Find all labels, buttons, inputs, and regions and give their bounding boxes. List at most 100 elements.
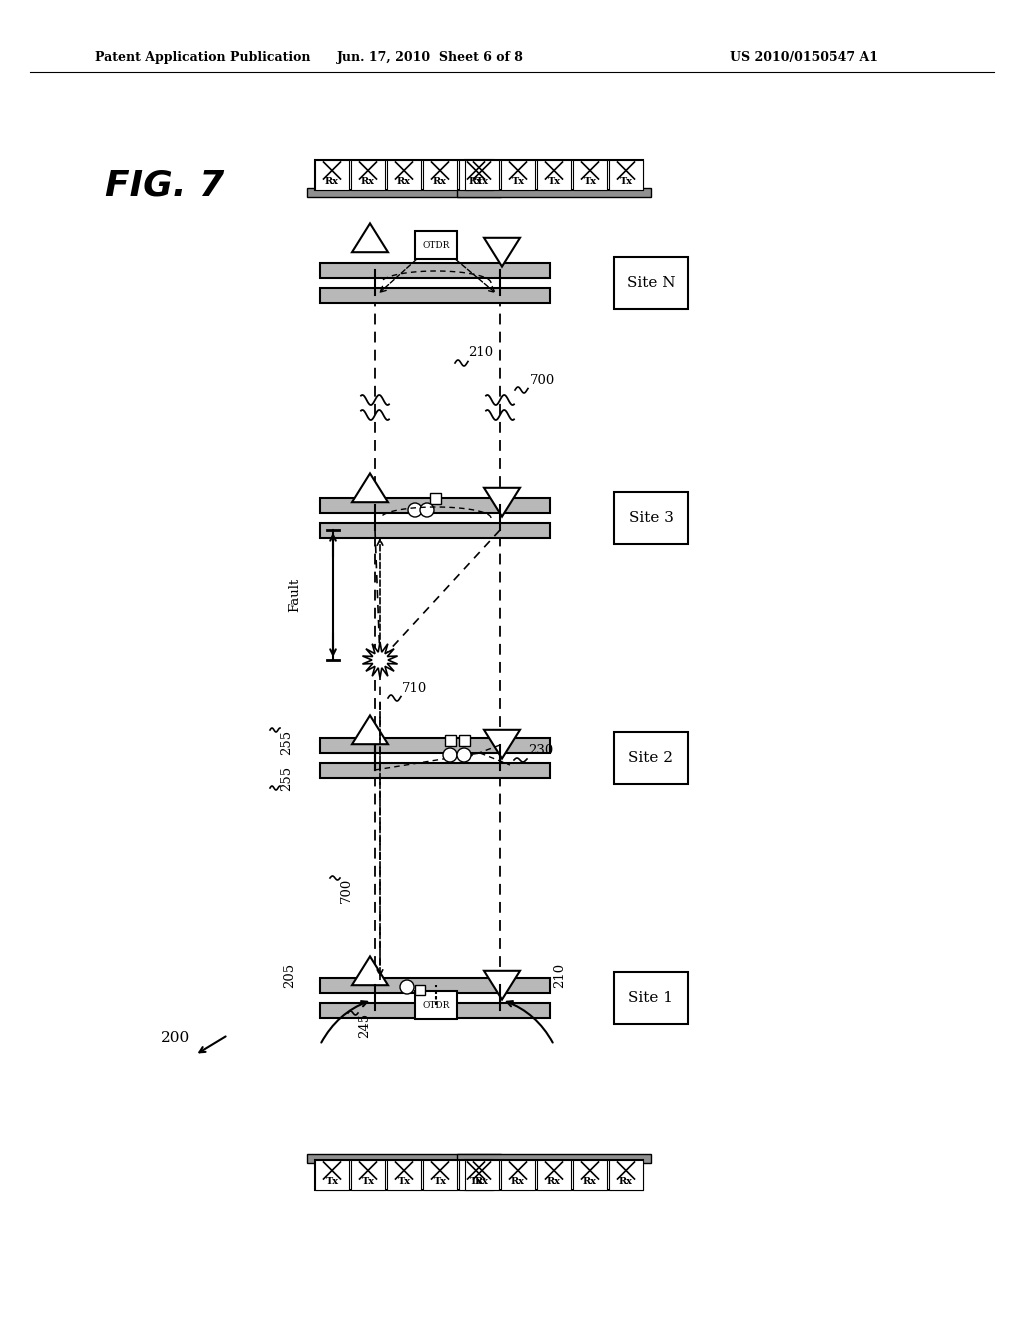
Bar	[457, 1154, 651, 1163]
FancyBboxPatch shape	[614, 972, 688, 1024]
Polygon shape	[352, 715, 388, 744]
Bar	[465, 1160, 499, 1191]
Bar	[415, 231, 457, 259]
Bar	[537, 1160, 571, 1191]
Bar	[319, 263, 550, 277]
Bar	[609, 160, 643, 190]
Text: 205: 205	[283, 962, 296, 987]
Bar	[465, 1160, 643, 1191]
Text: Rx: Rx	[618, 1176, 633, 1185]
Bar	[429, 492, 440, 503]
Bar	[609, 1160, 643, 1191]
Bar	[573, 160, 607, 190]
Circle shape	[400, 979, 414, 994]
Text: Tx: Tx	[397, 1176, 411, 1185]
Bar	[315, 1160, 493, 1191]
Bar	[459, 160, 493, 190]
Text: Rx: Rx	[583, 1176, 597, 1185]
Text: Site N: Site N	[627, 276, 675, 290]
Bar	[387, 1160, 421, 1191]
Bar	[319, 288, 550, 302]
Polygon shape	[362, 642, 397, 678]
Bar	[537, 160, 571, 190]
Text: 210: 210	[553, 962, 566, 987]
Text: Tx: Tx	[511, 177, 524, 186]
Bar	[351, 1160, 385, 1191]
Bar	[465, 160, 643, 190]
Text: Site 1: Site 1	[629, 991, 674, 1005]
Text: 230: 230	[528, 743, 553, 756]
Bar	[387, 160, 421, 190]
Bar	[465, 160, 499, 190]
Text: Tx: Tx	[548, 177, 560, 186]
Polygon shape	[484, 488, 520, 516]
Bar	[319, 1002, 550, 1018]
Text: Tx: Tx	[584, 177, 597, 186]
Text: 700: 700	[530, 374, 555, 387]
Text: Tx: Tx	[469, 1176, 482, 1185]
Text: Tx: Tx	[433, 1176, 446, 1185]
Text: OTDR: OTDR	[422, 1001, 450, 1010]
Bar	[573, 1160, 607, 1191]
Text: Jun. 17, 2010  Sheet 6 of 8: Jun. 17, 2010 Sheet 6 of 8	[337, 51, 523, 65]
Polygon shape	[484, 238, 520, 267]
Polygon shape	[484, 970, 520, 999]
Text: US 2010/0150547 A1: US 2010/0150547 A1	[730, 51, 878, 65]
Bar	[457, 187, 651, 197]
Bar	[423, 1160, 457, 1191]
Polygon shape	[352, 223, 388, 252]
Text: Tx: Tx	[361, 1176, 375, 1185]
Bar	[319, 978, 550, 993]
Text: Site 2: Site 2	[629, 751, 674, 766]
Text: 710: 710	[402, 681, 427, 694]
FancyBboxPatch shape	[614, 492, 688, 544]
Bar	[319, 498, 550, 512]
Bar	[315, 1160, 349, 1191]
Text: Rx: Rx	[475, 1176, 489, 1185]
Polygon shape	[484, 730, 520, 759]
Text: Site 3: Site 3	[629, 511, 674, 525]
Bar	[351, 160, 385, 190]
Bar	[319, 738, 550, 752]
Circle shape	[420, 503, 434, 517]
Text: OTDR: OTDR	[422, 240, 450, 249]
Bar	[319, 523, 550, 537]
Bar	[444, 734, 456, 746]
Text: Rx: Rx	[325, 177, 339, 186]
Text: Patent Application Publication: Patent Application Publication	[95, 51, 310, 65]
Bar	[423, 160, 457, 190]
Text: Rx: Rx	[397, 177, 411, 186]
Text: 700: 700	[340, 878, 353, 903]
Text: Rx: Rx	[361, 177, 375, 186]
Bar	[459, 1160, 493, 1191]
Text: FIG. 7: FIG. 7	[105, 168, 224, 202]
Text: Rx: Rx	[547, 1176, 561, 1185]
Bar	[415, 985, 425, 995]
Polygon shape	[352, 957, 388, 985]
Text: Tx: Tx	[475, 177, 488, 186]
Text: Rx: Rx	[469, 177, 483, 186]
Bar	[315, 160, 493, 190]
Polygon shape	[352, 474, 388, 502]
Text: 245: 245	[358, 1012, 371, 1038]
Text: Tx: Tx	[326, 1176, 339, 1185]
Bar	[319, 763, 550, 777]
Bar	[501, 1160, 535, 1191]
Text: Fault: Fault	[289, 578, 301, 612]
Text: 210: 210	[468, 346, 494, 359]
Bar	[501, 160, 535, 190]
Text: Tx: Tx	[620, 177, 633, 186]
Bar	[315, 160, 349, 190]
Text: 255: 255	[280, 766, 293, 791]
Bar	[307, 1154, 501, 1163]
Text: Rx: Rx	[511, 1176, 525, 1185]
FancyBboxPatch shape	[614, 257, 688, 309]
Text: 255: 255	[280, 730, 293, 755]
FancyBboxPatch shape	[614, 733, 688, 784]
Bar	[307, 187, 501, 197]
Circle shape	[457, 748, 471, 762]
Bar	[415, 991, 457, 1019]
Text: Rx: Rx	[433, 177, 447, 186]
Circle shape	[443, 748, 457, 762]
Bar	[459, 734, 469, 746]
